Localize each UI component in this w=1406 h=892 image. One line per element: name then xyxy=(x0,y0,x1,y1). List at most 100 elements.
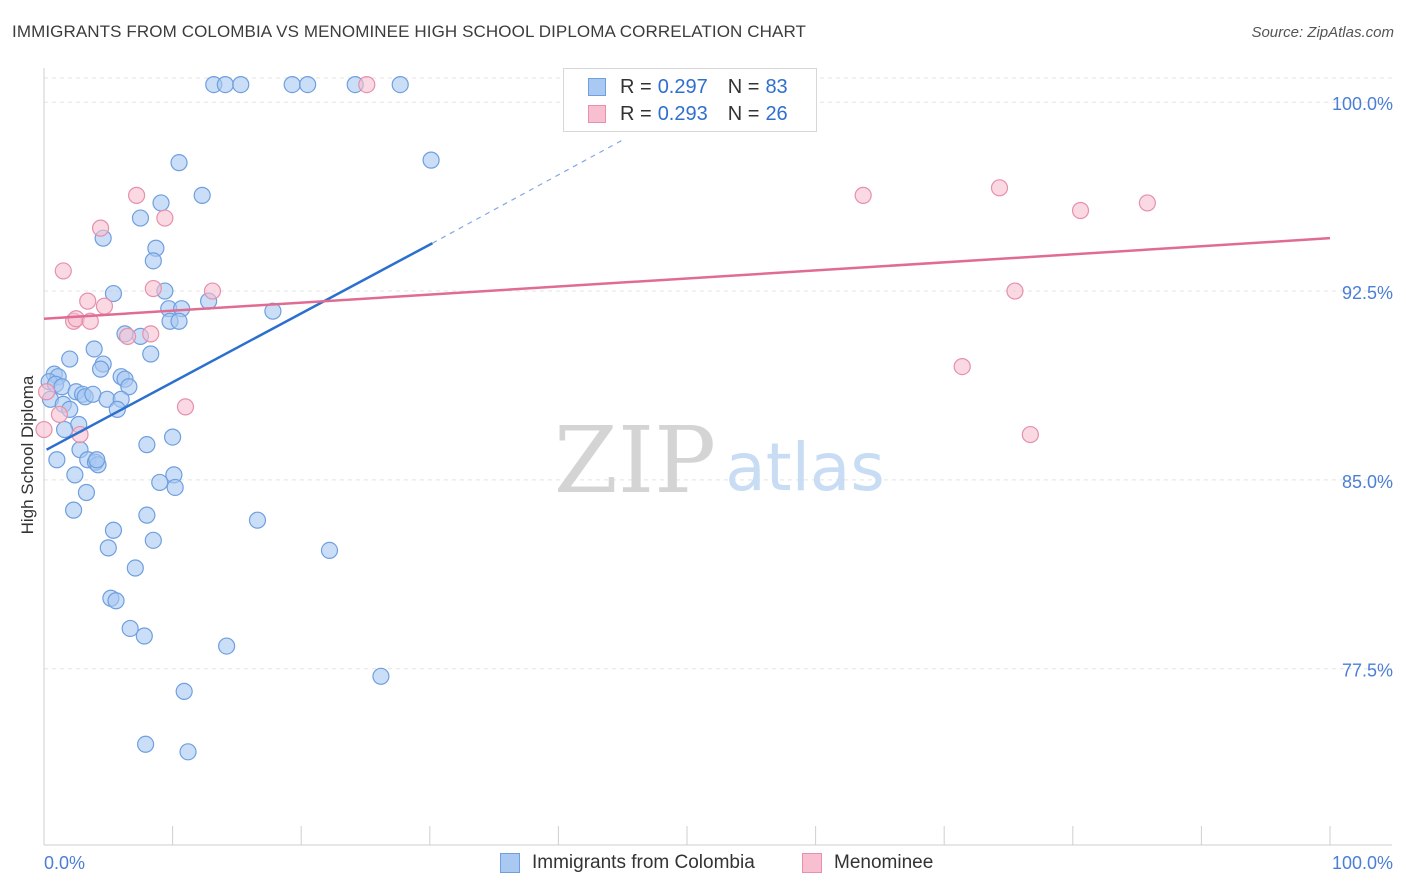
menominee-point xyxy=(1071,201,1090,220)
legend-r-value: 0.297 xyxy=(657,75,708,98)
x-tick-label-left: 0.0% xyxy=(44,853,85,873)
menominee-point xyxy=(118,327,137,345)
colombia-point xyxy=(216,75,234,94)
menominee-point xyxy=(203,282,222,300)
colombia-point xyxy=(193,186,211,204)
legend-n-value: 26 xyxy=(765,102,788,125)
colombia-point xyxy=(85,340,103,358)
colombia-point xyxy=(77,483,96,502)
correlation-legend: R = 0.297 N = 83 R = 0.293 N = 26 xyxy=(563,68,817,132)
colombia-trendline-extension xyxy=(432,139,623,244)
colombia-point xyxy=(121,619,139,638)
y-tick-label: 100.0% xyxy=(1332,94,1393,114)
menominee-point xyxy=(127,186,146,204)
axis-layer xyxy=(43,68,1392,846)
colombia-point xyxy=(136,735,155,753)
colombia-point xyxy=(120,378,138,396)
chart-source: Source: ZipAtlas.com xyxy=(1251,24,1394,41)
colombia-point xyxy=(218,637,236,655)
colombia-point xyxy=(320,541,339,560)
legend-r-label: R = xyxy=(620,102,652,125)
menominee-point xyxy=(156,209,174,227)
y-tick-label: 77.5% xyxy=(1342,661,1393,681)
menominee-point xyxy=(1138,194,1156,212)
colombia-point xyxy=(248,511,267,529)
trend-layer xyxy=(43,139,1331,451)
menominee-point xyxy=(54,262,72,280)
colombia-point xyxy=(151,473,169,492)
grid-layer xyxy=(44,77,1392,670)
series-name-colombia: Immigrants from Colombia xyxy=(532,852,755,873)
colombia-point xyxy=(422,151,440,169)
legend-r-label: R = xyxy=(620,75,652,98)
colombia-point xyxy=(104,284,123,303)
colombia-point xyxy=(142,345,160,363)
colombia-point xyxy=(170,312,188,330)
series-name-menominee: Menominee xyxy=(834,852,934,873)
menominee-point xyxy=(854,186,872,204)
legend-r-value: 0.293 xyxy=(657,102,708,125)
tick-labels: 100.0% 92.5% 85.0% 77.5% 0.0% 100.0% xyxy=(44,94,1393,873)
colombia-point xyxy=(144,531,162,549)
y-tick-label: 85.0% xyxy=(1342,472,1393,492)
series-swatch-pink xyxy=(802,853,822,873)
colombia-trendline xyxy=(45,242,433,451)
menominee-point xyxy=(95,297,114,315)
menominee-point xyxy=(1006,282,1024,300)
colombia-point xyxy=(372,667,390,685)
menominee-point xyxy=(79,292,97,310)
colombia-point xyxy=(135,627,153,645)
colombia-point xyxy=(48,451,66,469)
legend-n-value: 83 xyxy=(765,75,788,98)
series-legend: Immigrants from Colombia Menominee xyxy=(0,852,1406,878)
series-legend-colombia: Immigrants from Colombia xyxy=(500,852,755,874)
colombia-point xyxy=(64,501,83,519)
colombia-point xyxy=(88,451,106,469)
menominee-point xyxy=(144,279,162,298)
colombia-point xyxy=(138,436,156,454)
menominee-point xyxy=(176,398,195,416)
chart-title: IMMIGRANTS FROM COLOMBIA VS MENOMINEE HI… xyxy=(12,22,806,41)
y-tick-label: 92.5% xyxy=(1342,283,1393,303)
colombia-point xyxy=(170,154,188,172)
menominee-point xyxy=(953,357,971,376)
colombia-point xyxy=(283,75,301,94)
x-tick-label-right: 100.0% xyxy=(1332,853,1393,873)
colombia-point xyxy=(166,478,184,497)
colombia-point xyxy=(104,521,123,539)
colombia-point xyxy=(99,539,117,557)
colombia-point xyxy=(164,428,182,446)
series-swatch-blue xyxy=(500,853,520,873)
colombia-point xyxy=(126,559,144,577)
menominee-point xyxy=(91,219,110,237)
colombia-point xyxy=(232,75,250,94)
watermark-atlas: atlas xyxy=(725,429,885,506)
colombia-point xyxy=(91,360,110,378)
legend-row-colombia: R = 0.297 N = 83 xyxy=(588,74,788,100)
colombia-point xyxy=(61,350,79,368)
colombia-point xyxy=(144,252,162,270)
legend-row-menominee: R = 0.293 N = 26 xyxy=(588,101,788,127)
colombia-point xyxy=(66,466,84,484)
menominee-trendline xyxy=(43,236,1331,321)
menominee-point xyxy=(37,383,56,401)
watermark-zip: ZIP xyxy=(554,407,716,514)
menominee-point xyxy=(358,75,376,94)
legend-n-label: N = xyxy=(727,75,760,98)
menominee-point xyxy=(990,179,1009,197)
legend-swatch-blue xyxy=(588,78,606,96)
colombia-point xyxy=(175,682,193,701)
points-layer xyxy=(35,75,1156,761)
legend-swatch-pink xyxy=(588,105,606,123)
colombia-point xyxy=(391,75,409,94)
menominee-point xyxy=(67,310,85,328)
colombia-point xyxy=(55,420,74,439)
series-legend-menominee: Menominee xyxy=(802,852,933,874)
colombia-point xyxy=(179,743,197,761)
colombia-point xyxy=(152,194,170,212)
legend-n-label: N = xyxy=(727,102,760,125)
menominee-point xyxy=(142,325,160,343)
watermark: ZIP atlas xyxy=(554,407,885,514)
menominee-point xyxy=(35,420,53,439)
